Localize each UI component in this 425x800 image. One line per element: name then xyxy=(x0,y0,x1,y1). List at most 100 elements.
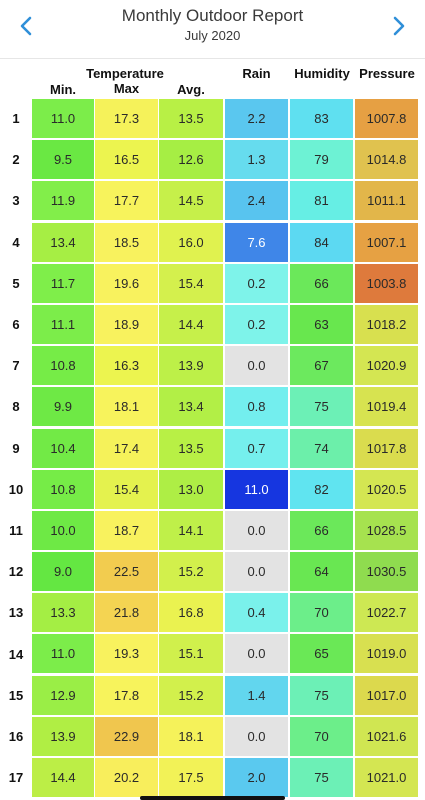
humidity-cell: 75 xyxy=(290,675,353,715)
max-cell: 17.7 xyxy=(95,181,158,221)
rain-cell: 1.3 xyxy=(225,140,288,180)
pressure-cell: 1020.5 xyxy=(355,469,418,509)
min-cell: 13.3 xyxy=(32,593,94,633)
pressure-cell: 1017.8 xyxy=(355,428,418,468)
rain-cell: 0.0 xyxy=(225,716,288,756)
table-row: 9 10.4 17.4 13.5 0.7 74 1017.8 xyxy=(0,428,425,469)
max-cell: 17.4 xyxy=(95,428,158,468)
table-row: 12 9.0 22.5 15.2 0.0 64 1030.5 xyxy=(0,551,425,592)
avg-cell: 15.2 xyxy=(159,675,223,715)
pressure-cell: 1017.0 xyxy=(355,675,418,715)
next-month-button[interactable] xyxy=(381,8,417,44)
min-cell: 10.0 xyxy=(32,510,94,550)
humidity-cell: 67 xyxy=(290,346,353,386)
table-row: 4 13.4 18.5 16.0 7.6 84 1007.1 xyxy=(0,222,425,263)
max-cell: 20.2 xyxy=(95,758,158,797)
max-cell: 18.1 xyxy=(95,387,158,427)
pressure-cell: 1007.1 xyxy=(355,222,418,262)
avg-cell: 13.5 xyxy=(159,99,223,138)
min-cell: 14.4 xyxy=(32,758,94,797)
day-label: 2 xyxy=(12,152,20,168)
rain-cell: 0.2 xyxy=(225,263,288,303)
min-cell: 9.9 xyxy=(32,387,94,427)
avg-cell: 12.6 xyxy=(159,140,223,180)
day-label: 13 xyxy=(8,605,24,621)
day-label: 5 xyxy=(12,275,20,291)
avg-cell: 15.4 xyxy=(159,263,223,303)
pressure-cell: 1007.8 xyxy=(355,99,418,138)
rain-cell: 7.6 xyxy=(225,222,288,262)
humidity-cell: 83 xyxy=(290,99,353,138)
humidity-cell: 66 xyxy=(290,510,353,550)
day-label: 17 xyxy=(8,770,24,786)
humidity-cell: 75 xyxy=(290,387,353,427)
min-cell: 9.5 xyxy=(32,140,94,180)
pressure-cell: 1021.6 xyxy=(355,716,418,756)
humidity-cell: 65 xyxy=(290,634,353,674)
rain-cell: 0.7 xyxy=(225,428,288,468)
rain-cell: 2.4 xyxy=(225,181,288,221)
avg-cell: 13.9 xyxy=(159,346,223,386)
max-cell: 22.9 xyxy=(95,716,158,756)
rain-column-header: Rain xyxy=(242,66,271,81)
min-cell: 13.9 xyxy=(32,716,94,756)
rain-cell: 2.2 xyxy=(225,99,288,138)
rain-cell: 0.0 xyxy=(225,552,288,592)
day-label: 9 xyxy=(12,440,20,456)
avg-cell: 16.0 xyxy=(159,222,223,262)
rain-cell: 0.2 xyxy=(225,304,288,344)
table-row: 7 10.8 16.3 13.9 0.0 67 1020.9 xyxy=(0,345,425,386)
pressure-cell: 1020.9 xyxy=(355,346,418,386)
report-month: July 2020 xyxy=(184,28,241,43)
avg-column-header: Avg. xyxy=(177,82,205,97)
table-row: 8 9.9 18.1 13.4 0.8 75 1019.4 xyxy=(0,386,425,427)
humidity-cell: 66 xyxy=(290,263,353,303)
min-cell: 12.9 xyxy=(32,675,94,715)
report-table: 1 11.0 17.3 13.5 2.2 83 1007.8 2 9.5 16.5 12.6 1.3 7… xyxy=(0,98,425,798)
min-cell: 11.0 xyxy=(32,99,94,138)
table-row: 15 12.9 17.8 15.2 1.4 75 1017.0 xyxy=(0,675,425,716)
max-cell: 22.5 xyxy=(95,552,158,592)
pressure-cell: 1021.0 xyxy=(355,758,418,797)
max-column-header: Max xyxy=(113,81,140,96)
avg-cell: 16.8 xyxy=(159,593,223,633)
pressure-cell: 1003.8 xyxy=(355,263,418,303)
table-row: 16 13.9 22.9 18.1 0.0 70 1021.6 xyxy=(0,716,425,757)
day-label: 14 xyxy=(8,646,24,662)
table-row: 13 13.3 21.8 16.8 0.4 70 1022.7 xyxy=(0,592,425,633)
pressure-cell: 1011.1 xyxy=(355,181,418,221)
table-row: 17 14.4 20.2 17.5 2.0 75 1021.0 xyxy=(0,757,425,798)
table-row: 6 11.1 18.9 14.4 0.2 63 1018.2 xyxy=(0,304,425,345)
temperature-group-header: Temperature xyxy=(86,66,164,81)
avg-cell: 14.1 xyxy=(159,510,223,550)
min-column-header: Min. xyxy=(50,82,76,97)
min-cell: 11.0 xyxy=(32,634,94,674)
pressure-cell: 1018.2 xyxy=(355,304,418,344)
min-cell: 10.8 xyxy=(32,469,94,509)
max-cell: 16.5 xyxy=(95,140,158,180)
rain-cell: 0.0 xyxy=(225,346,288,386)
max-cell: 19.3 xyxy=(95,634,158,674)
avg-cell: 15.1 xyxy=(159,634,223,674)
rain-cell: 0.0 xyxy=(225,510,288,550)
humidity-cell: 70 xyxy=(290,593,353,633)
humidity-cell: 70 xyxy=(290,716,353,756)
max-cell: 17.8 xyxy=(95,675,158,715)
humidity-cell: 75 xyxy=(290,758,353,797)
avg-cell: 14.4 xyxy=(159,304,223,344)
min-cell: 11.7 xyxy=(32,263,94,303)
max-cell: 16.3 xyxy=(95,346,158,386)
rain-cell: 11.0 xyxy=(225,469,288,509)
day-label: 8 xyxy=(12,399,20,415)
chevron-left-icon xyxy=(20,16,32,36)
humidity-cell: 79 xyxy=(290,140,353,180)
rain-cell: 0.0 xyxy=(225,634,288,674)
avg-cell: 15.2 xyxy=(159,552,223,592)
pressure-column-header: Pressure xyxy=(359,66,415,81)
rain-cell: 2.0 xyxy=(225,758,288,797)
min-cell: 13.4 xyxy=(32,222,94,262)
column-headers: Temperature Min. Max Avg. Rain Humidity … xyxy=(0,58,425,98)
previous-month-button[interactable] xyxy=(8,8,44,44)
humidity-cell: 82 xyxy=(290,469,353,509)
day-label: 3 xyxy=(12,193,20,209)
